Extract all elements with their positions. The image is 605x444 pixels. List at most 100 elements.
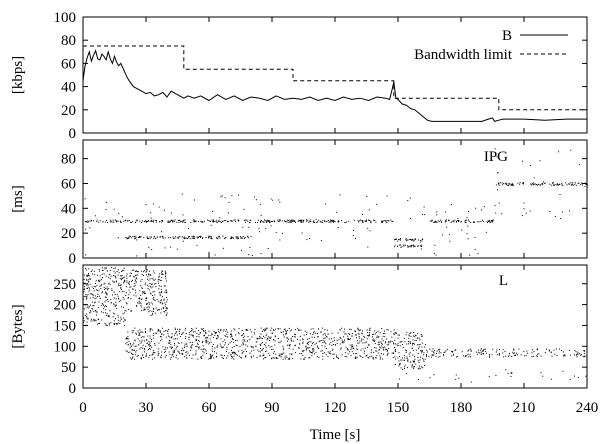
l-point	[301, 350, 303, 352]
l-point	[332, 340, 334, 342]
ipg-point	[465, 221, 467, 223]
l-point	[417, 337, 419, 339]
l-point	[160, 312, 162, 314]
ipg-point	[134, 221, 136, 223]
l-point	[92, 297, 94, 299]
l-point	[298, 329, 300, 331]
ipg-point	[184, 237, 186, 239]
l-point	[136, 274, 138, 276]
l-point	[151, 277, 153, 279]
l-point	[132, 332, 134, 334]
ipg-point	[270, 221, 272, 222]
ipg-point	[384, 220, 386, 222]
l-point	[226, 357, 228, 359]
ipg-point	[192, 235, 194, 237]
x-tick-label: 30	[139, 400, 154, 416]
ipg-point	[446, 219, 447, 221]
l-point	[380, 357, 382, 359]
l-point	[217, 344, 219, 346]
l-point	[316, 356, 318, 358]
ipg-outlier	[584, 186, 586, 187]
l-point	[424, 346, 426, 348]
l-point	[232, 339, 234, 340]
ipg-outlier	[495, 212, 497, 214]
l-point	[418, 367, 420, 369]
l-point	[417, 333, 419, 335]
l-point	[165, 310, 167, 312]
ipg-point	[144, 221, 145, 223]
ipg-outlier	[369, 230, 371, 232]
l-point	[418, 344, 420, 346]
l-point	[146, 339, 148, 341]
ipg-outlier	[352, 235, 354, 237]
ipg-point	[540, 183, 542, 185]
ipg-point	[480, 221, 482, 223]
l-point	[210, 335, 212, 337]
l-point	[149, 345, 151, 347]
l-point	[225, 330, 227, 332]
l-point	[326, 336, 328, 338]
l-point	[140, 331, 142, 333]
l-point	[148, 285, 150, 287]
l-point	[313, 331, 315, 333]
l-point	[412, 354, 414, 356]
l-point	[260, 343, 262, 345]
ipg-point	[195, 220, 197, 222]
ipg-point	[135, 236, 137, 238]
l-point	[93, 288, 94, 289]
l-point	[397, 357, 399, 359]
l-point	[98, 295, 100, 297]
l-point	[347, 335, 349, 337]
ipg-point	[145, 220, 147, 222]
l-point	[105, 287, 107, 289]
l-point	[142, 331, 144, 333]
l-point	[149, 354, 151, 356]
l-point	[193, 331, 194, 333]
ipg-point	[505, 183, 507, 185]
l-point	[405, 334, 407, 336]
ipg-point	[307, 219, 309, 221]
l-point	[138, 302, 140, 304]
ipg-outlier	[433, 253, 435, 255]
l-point	[324, 333, 326, 334]
ipg-outlier	[498, 202, 500, 204]
ipg-point	[178, 219, 180, 221]
l-point	[362, 342, 364, 344]
l-point	[89, 279, 91, 281]
l-point	[170, 356, 172, 358]
ipg-point	[153, 236, 155, 238]
l-point	[364, 342, 366, 344]
ipg-outlier	[151, 249, 153, 251]
ipg-point	[172, 219, 174, 221]
legend-bandwidth-limit-label: Bandwidth limit	[414, 47, 513, 63]
l-point	[291, 354, 293, 355]
l-point	[385, 338, 387, 340]
l-point	[244, 348, 246, 350]
l-point	[438, 352, 440, 354]
l-point	[138, 298, 140, 300]
l-point	[90, 318, 92, 320]
ipg-outlier	[278, 199, 280, 201]
ipg-point	[549, 183, 551, 185]
l-point	[190, 331, 192, 332]
l-point	[93, 290, 95, 292]
l-point	[157, 355, 159, 357]
l-point	[207, 337, 209, 339]
l-point	[218, 330, 220, 332]
l-point	[259, 336, 261, 337]
l-point	[407, 360, 409, 362]
l-point	[320, 331, 322, 333]
ipg-outlier	[450, 204, 452, 206]
l-point	[308, 347, 310, 349]
l-point	[382, 347, 384, 349]
l-point	[531, 356, 533, 358]
ipg-point	[408, 246, 410, 248]
l-point	[161, 291, 163, 292]
l-point	[102, 312, 104, 314]
ipg-point	[315, 221, 317, 223]
ipg-point	[448, 219, 450, 221]
ipg-point	[501, 182, 503, 184]
ipg-point	[300, 219, 302, 221]
l-point	[470, 356, 471, 358]
ipg-point	[395, 239, 397, 240]
